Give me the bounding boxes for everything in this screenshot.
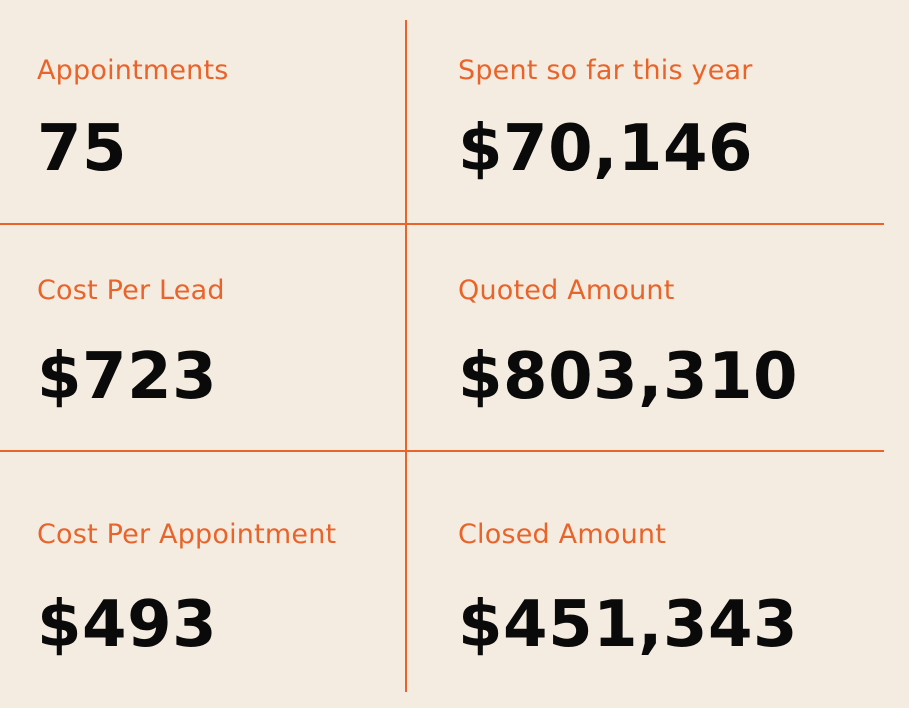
metric-value: $723 [37,340,218,414]
metric-label: Appointments [37,55,229,86]
metric-label: Cost Per Appointment [37,519,337,550]
metric-value: $70,146 [458,112,753,186]
metric-value: $493 [37,588,218,662]
horizontal-divider-top [0,223,884,225]
metric-value: $803,310 [458,340,799,414]
vertical-divider [405,20,407,692]
metric-label: Quoted Amount [458,275,675,306]
horizontal-divider-bottom [0,450,884,452]
metric-value: $451,343 [458,588,799,662]
metric-label: Spent so far this year [458,55,753,86]
metric-value: 75 [37,112,128,186]
metric-label: Cost Per Lead [37,275,225,306]
metric-label: Closed Amount [458,519,666,550]
